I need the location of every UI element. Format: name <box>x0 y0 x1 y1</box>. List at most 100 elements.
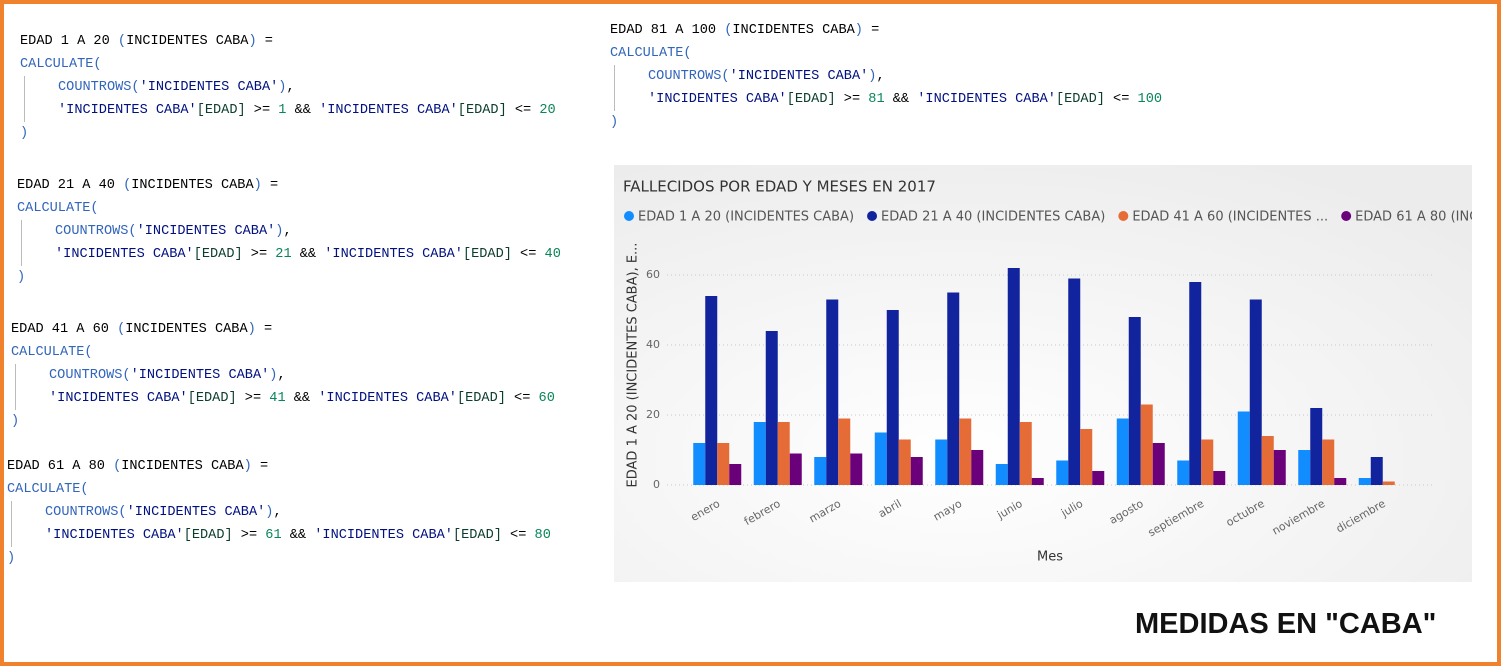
code-line: COUNTROWS('INCIDENTES CABA'), <box>614 65 1162 88</box>
code-token: INCIDENTES CABA <box>121 459 244 474</box>
code-line: COUNTROWS('INCIDENTES CABA'), <box>11 501 551 524</box>
code-token: 'INCIDENTES CABA' <box>49 391 188 406</box>
legend-marker <box>1118 211 1129 221</box>
bar <box>1189 282 1202 485</box>
legend-label: EDAD 61 A 80 (INCID... <box>1355 210 1472 225</box>
footer-caption: MEDIDAS EN "CABA" <box>1135 608 1437 640</box>
code-token: 21 <box>275 247 292 262</box>
code-line: EDAD 81 A 100 (INCIDENTES CABA) = <box>610 19 1162 42</box>
code-token: 40 <box>544 247 561 262</box>
y-axis-title: EDAD 1 A 20 (INCIDENTES CABA), E... <box>626 243 641 488</box>
code-token: 81 <box>868 92 885 107</box>
code-line: EDAD 61 A 80 (INCIDENTES CABA) = <box>7 455 551 478</box>
code-line: CALCULATE( <box>20 53 556 76</box>
bar <box>693 443 706 485</box>
legend-marker <box>624 211 634 221</box>
code-token: CALCULATE( <box>11 345 93 360</box>
code-block: EDAD 21 A 40 (INCIDENTES CABA) = CALCULAT… <box>17 174 561 289</box>
code-token: , <box>286 80 295 95</box>
code-token: ) <box>248 34 257 49</box>
bar <box>1007 268 1020 485</box>
code-token: 80 <box>534 528 551 543</box>
code-token: ( <box>117 322 126 337</box>
code-token: ( <box>113 459 122 474</box>
bar <box>765 331 778 485</box>
bar <box>1273 450 1286 485</box>
code-token: && <box>285 391 319 406</box>
code-token: 'INCIDENTES CABA' <box>58 103 197 118</box>
code-line: ) <box>610 111 1162 134</box>
code-token: && <box>286 103 320 118</box>
bar <box>1068 278 1081 485</box>
bar <box>1031 478 1044 485</box>
y-tick-label: 40 <box>646 338 660 351</box>
bar <box>1261 436 1274 485</box>
code-token: ( <box>724 23 733 38</box>
code-token: <= <box>505 391 539 406</box>
code-token: ( <box>128 224 137 239</box>
code-line: CALCULATE( <box>17 197 561 220</box>
code-token: 'INCIDENTES CABA' <box>139 80 279 95</box>
bar <box>1382 481 1395 485</box>
code-token: COUNTROWS <box>648 69 722 84</box>
code-token: 61 <box>265 528 282 543</box>
code-token: INCIDENTES CABA <box>131 178 254 193</box>
code-token: 'INCIDENTES CABA' <box>130 368 270 383</box>
code-token: 'INCIDENTES CABA' <box>45 528 184 543</box>
code-token: CALCULATE( <box>610 46 692 61</box>
code-token: ( <box>123 178 132 193</box>
code-token: <= <box>511 247 545 262</box>
code-token: CALCULATE( <box>20 57 102 72</box>
code-token: >= <box>232 528 266 543</box>
code-token: EDAD 41 A 60 <box>11 322 118 337</box>
code-token: ) <box>7 551 16 566</box>
bar <box>1019 422 1032 485</box>
code-line: ) <box>7 547 551 570</box>
code-token: 'INCIDENTES CABA' <box>314 528 453 543</box>
chart: FALLECIDOS POR EDAD Y MESES EN 2017 Mes … <box>614 165 1472 582</box>
bar <box>1092 471 1105 485</box>
bar <box>1322 439 1335 485</box>
legend-label: EDAD 41 A 60 (INCIDENTES ... <box>1132 210 1328 225</box>
code-line: ) <box>20 122 556 145</box>
bar <box>1237 411 1250 485</box>
y-tick-label: 0 <box>653 478 660 491</box>
bar <box>910 457 923 485</box>
code-token: ) <box>20 126 29 141</box>
code-token: COUNTROWS <box>58 80 132 95</box>
legend-marker <box>1341 211 1352 221</box>
bar <box>814 457 827 485</box>
x-axis-title: Mes <box>1037 550 1063 565</box>
code-block: EDAD 41 A 60 (INCIDENTES CABA) = CALCULAT… <box>11 318 555 433</box>
code-token: = <box>251 459 269 474</box>
legend-label: EDAD 21 A 40 (INCIDENTES CABA) <box>881 210 1105 225</box>
code-line: EDAD 41 A 60 (INCIDENTES CABA) = <box>11 318 555 341</box>
chart-title: FALLECIDOS POR EDAD Y MESES EN 2017 <box>623 178 936 196</box>
code-token: 'INCIDENTES CABA' <box>136 224 276 239</box>
bar <box>971 450 984 485</box>
code-token: ) <box>868 69 877 84</box>
bar <box>874 432 887 485</box>
code-token: [EDAD] <box>187 391 237 406</box>
code-token: COUNTROWS <box>49 368 123 383</box>
y-tick-label: 20 <box>646 408 660 421</box>
legend-label: EDAD 1 A 20 (INCIDENTES CABA) <box>638 210 854 225</box>
code-token: [EDAD] <box>786 92 836 107</box>
code-token: 'INCIDENTES CABA' <box>319 103 458 118</box>
code-line: EDAD 1 A 20 (INCIDENTES CABA) = <box>20 30 556 53</box>
bar <box>717 443 730 485</box>
code-block: EDAD 81 A 100 (INCIDENTES CABA) = CALCULA… <box>610 19 1162 134</box>
bar <box>753 422 766 485</box>
bar <box>826 299 839 485</box>
code-token: 100 <box>1137 92 1163 107</box>
bar <box>850 453 863 485</box>
code-token: 'INCIDENTES CABA' <box>55 247 194 262</box>
bar <box>995 464 1008 485</box>
code-token: , <box>277 368 286 383</box>
bar <box>947 292 960 485</box>
code-token: [EDAD] <box>462 247 512 262</box>
bar <box>777 422 790 485</box>
code-token: ) <box>275 224 284 239</box>
code-token: ( <box>721 69 730 84</box>
